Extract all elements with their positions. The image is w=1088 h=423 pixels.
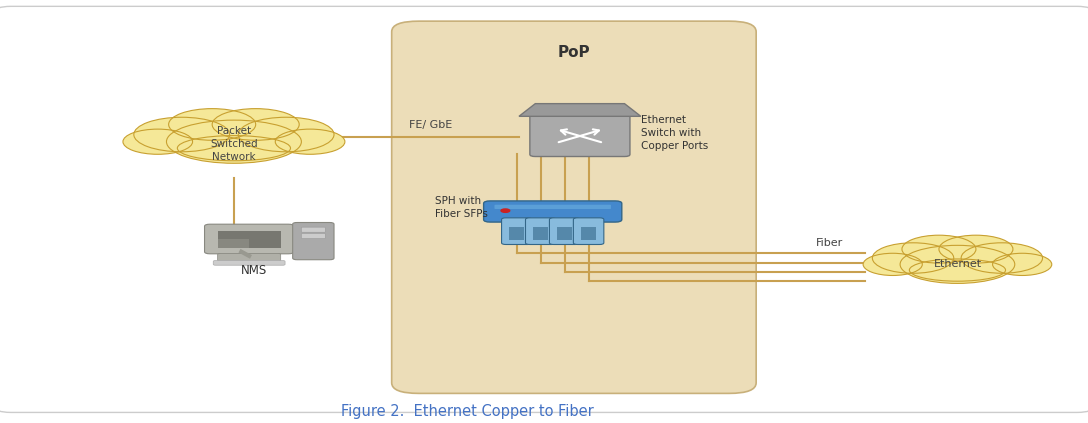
Ellipse shape	[902, 235, 976, 263]
FancyBboxPatch shape	[581, 228, 596, 240]
Circle shape	[500, 209, 509, 212]
FancyBboxPatch shape	[0, 6, 1088, 412]
Ellipse shape	[961, 243, 1042, 273]
FancyBboxPatch shape	[494, 205, 611, 209]
FancyBboxPatch shape	[213, 261, 285, 265]
FancyBboxPatch shape	[573, 218, 604, 244]
Ellipse shape	[212, 109, 299, 140]
Ellipse shape	[873, 243, 954, 273]
FancyBboxPatch shape	[526, 218, 556, 244]
Text: Packet
Switched
Network: Packet Switched Network	[210, 126, 258, 162]
FancyBboxPatch shape	[205, 224, 294, 254]
Ellipse shape	[939, 235, 1013, 263]
Ellipse shape	[166, 120, 301, 163]
FancyBboxPatch shape	[301, 227, 325, 232]
Ellipse shape	[992, 253, 1052, 275]
Text: Ethernet
Switch with
Copper Ports: Ethernet Switch with Copper Ports	[641, 115, 708, 151]
FancyBboxPatch shape	[549, 218, 580, 244]
Text: Fiber: Fiber	[816, 238, 843, 248]
Text: PoP: PoP	[558, 45, 590, 60]
FancyBboxPatch shape	[483, 201, 622, 222]
FancyBboxPatch shape	[293, 222, 334, 260]
Text: Ethernet: Ethernet	[934, 259, 981, 269]
FancyBboxPatch shape	[557, 228, 572, 240]
Text: NMS: NMS	[240, 264, 267, 277]
Polygon shape	[519, 104, 641, 116]
FancyBboxPatch shape	[533, 228, 548, 240]
Ellipse shape	[863, 253, 923, 275]
Text: SPH with
Fiber SFPs: SPH with Fiber SFPs	[435, 196, 489, 219]
FancyBboxPatch shape	[502, 218, 532, 244]
FancyBboxPatch shape	[392, 21, 756, 393]
Ellipse shape	[238, 117, 334, 152]
Text: Figure 2.  Ethernet Copper to Fiber: Figure 2. Ethernet Copper to Fiber	[342, 404, 594, 419]
Text: FE/ GbE: FE/ GbE	[409, 120, 453, 130]
FancyBboxPatch shape	[218, 231, 281, 248]
FancyBboxPatch shape	[509, 228, 524, 240]
Ellipse shape	[275, 129, 345, 154]
FancyBboxPatch shape	[218, 239, 249, 248]
FancyBboxPatch shape	[218, 253, 281, 261]
Ellipse shape	[910, 259, 1005, 281]
Ellipse shape	[900, 245, 1015, 283]
Ellipse shape	[134, 117, 230, 152]
Ellipse shape	[177, 136, 290, 161]
FancyBboxPatch shape	[301, 233, 325, 239]
Ellipse shape	[123, 129, 193, 154]
Ellipse shape	[169, 109, 256, 140]
FancyBboxPatch shape	[530, 114, 630, 157]
